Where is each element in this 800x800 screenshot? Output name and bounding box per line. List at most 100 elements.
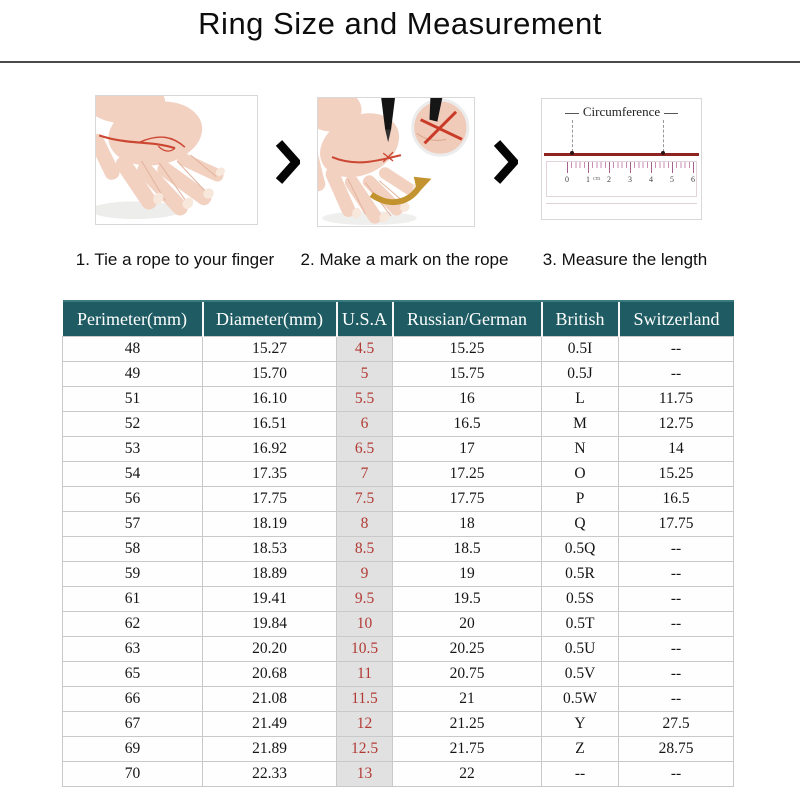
table-cell: P xyxy=(541,486,619,512)
bracket-dash xyxy=(664,112,679,114)
table-cell: 19.5 xyxy=(392,586,542,612)
table-cell: 66 xyxy=(62,686,203,712)
table-cell: 16.5 xyxy=(392,411,542,437)
table-cell: 15.25 xyxy=(618,461,734,487)
table-cell: 15.70 xyxy=(202,361,337,387)
ring-size-table: Perimeter(mm) Diameter(mm) U.S.A Russian… xyxy=(62,300,734,787)
table-row: 66 21.08 11.5 21 0.5W -- xyxy=(62,686,734,712)
circumference-label: Circumference xyxy=(582,104,661,119)
table-header-cell: Switzerland xyxy=(617,300,734,337)
table-cell: -- xyxy=(618,586,734,612)
stretched-rope-line xyxy=(544,153,699,156)
table-cell: 54 xyxy=(62,461,203,487)
table-cell: 6.5 xyxy=(336,436,393,462)
table-row: 49 15.70 5 15.75 0.5J -- xyxy=(62,361,734,387)
table-cell: -- xyxy=(618,336,734,362)
table-cell: 18.89 xyxy=(202,561,337,587)
table-cell: Y xyxy=(541,711,619,737)
table-cell: -- xyxy=(618,536,734,562)
table-cell: L xyxy=(541,386,619,412)
table-cell: 15.75 xyxy=(392,361,542,387)
hand-with-rope-illustration xyxy=(86,80,225,220)
page-title: Ring Size and Measurement xyxy=(198,6,602,41)
table-header: Perimeter(mm) Diameter(mm) U.S.A Russian… xyxy=(62,300,734,337)
table-row: 67 21.49 12 21.25 Y 27.5 xyxy=(62,711,734,737)
marker-pen-tip-icon xyxy=(429,96,443,122)
step1-caption: 1. Tie a rope to your finger xyxy=(75,250,275,269)
table-cell: 67 xyxy=(62,711,203,737)
table-header-cell: Perimeter(mm) xyxy=(62,300,203,337)
fingernails xyxy=(352,183,421,223)
table-cell: 0.5I xyxy=(541,336,619,362)
table-cell: 62 xyxy=(62,611,203,637)
table-cell: -- xyxy=(618,661,734,687)
ruler-tick-label: 1 xyxy=(586,175,590,184)
table-cell: 57 xyxy=(62,511,203,537)
table-cell: 8 xyxy=(336,511,393,537)
table-cell: Q xyxy=(541,511,619,537)
table-cell: 17.35 xyxy=(202,461,337,487)
table-cell: 10 xyxy=(336,611,393,637)
table-cell: -- xyxy=(618,361,734,387)
table-cell: 20.25 xyxy=(392,636,542,662)
table-cell: 70 xyxy=(62,761,203,787)
table-cell: 20 xyxy=(392,611,542,637)
table-cell: 16.51 xyxy=(202,411,337,437)
table-cell: 16.92 xyxy=(202,436,337,462)
table-cell: 11.5 xyxy=(336,686,393,712)
title-divider xyxy=(0,61,800,63)
table-cell: N xyxy=(541,436,619,462)
table-cell: Z xyxy=(541,736,619,762)
table-cell: 12.5 xyxy=(336,736,393,762)
direction-arrow-icon xyxy=(369,176,432,205)
table-cell: 17.75 xyxy=(392,486,542,512)
table-cell: 18.5 xyxy=(392,536,542,562)
table-cell: 12 xyxy=(336,711,393,737)
ruler-unit-label: cm xyxy=(593,176,601,182)
table-cell: 16.5 xyxy=(618,486,734,512)
table-cell: 13 xyxy=(336,761,393,787)
table-row: 53 16.92 6.5 17 N 14 xyxy=(62,436,734,462)
table-cell: O xyxy=(541,461,619,487)
table-cell: 28.75 xyxy=(618,736,734,762)
table-cell: 56 xyxy=(62,486,203,512)
table-body: 48 15.27 4.5 15.25 0.5I -- 49 15.70 5 15.75 0.5J --… xyxy=(62,336,734,787)
ruler-major-ticks xyxy=(567,162,695,173)
table-cell: 17 xyxy=(392,436,542,462)
ruler-base-line xyxy=(546,203,697,204)
ruler-tick-label: 5 xyxy=(670,175,674,184)
ruler-tick-label: 2 xyxy=(607,175,611,184)
table-cell: 18 xyxy=(392,511,542,537)
table-row: 62 19.84 10 20 0.5T -- xyxy=(62,611,734,637)
table-cell: -- xyxy=(618,611,734,637)
table-cell: 5.5 xyxy=(336,386,393,412)
table-cell: -- xyxy=(618,636,734,662)
rope-mark-dot xyxy=(570,151,574,155)
mark-rope-illustration xyxy=(302,88,470,226)
ruler-tick-label: 0 xyxy=(565,175,569,184)
table-cell: 15.27 xyxy=(202,336,337,362)
table-cell: 9 xyxy=(336,561,393,587)
table-cell: 19.84 xyxy=(202,611,337,637)
table-row: 54 17.35 7 17.25 O 15.25 xyxy=(62,461,734,487)
table-row: 58 18.53 8.5 18.5 0.5Q -- xyxy=(62,536,734,562)
table-cell: 69 xyxy=(62,736,203,762)
table-cell: 16 xyxy=(392,386,542,412)
table-cell: 4.5 xyxy=(336,336,393,362)
table-cell: 5 xyxy=(336,361,393,387)
table-cell: 20.68 xyxy=(202,661,337,687)
table-row: 61 19.41 9.5 19.5 0.5S -- xyxy=(62,586,734,612)
step3-caption: 3. Measure the length xyxy=(542,250,708,269)
table-cell: -- xyxy=(618,686,734,712)
table-row: 69 21.89 12.5 21.75 Z 28.75 xyxy=(62,736,734,762)
table-cell: 21.75 xyxy=(392,736,542,762)
table-cell: 18.53 xyxy=(202,536,337,562)
bracket-drop-line xyxy=(572,120,573,152)
table-cell: 0.5J xyxy=(541,361,619,387)
table-cell: 58 xyxy=(62,536,203,562)
table-cell: 14 xyxy=(618,436,734,462)
table-row: 52 16.51 6 16.5 M 12.75 xyxy=(62,411,734,437)
table-cell: 19 xyxy=(392,561,542,587)
table-cell: 12.75 xyxy=(618,411,734,437)
rope-line xyxy=(331,151,402,164)
